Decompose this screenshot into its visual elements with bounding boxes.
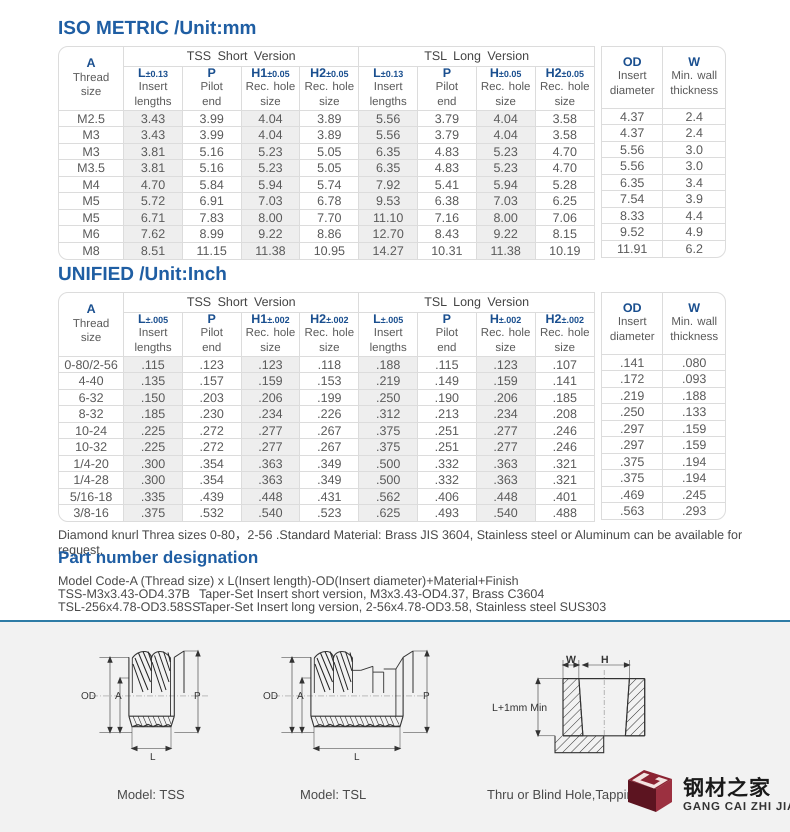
svg-text:A: A [115,691,122,702]
svg-text:P: P [423,691,430,702]
svg-text:L: L [150,752,156,763]
svg-text:L+1mm Min: L+1mm Min [492,702,547,714]
svg-text:A: A [297,691,304,702]
svg-text:OD: OD [263,691,278,702]
svg-text:H: H [601,655,609,666]
svg-text:L: L [354,752,360,763]
svg-text:P: P [194,691,201,702]
svg-text:OD: OD [81,691,96,702]
svg-text:W: W [566,655,576,666]
